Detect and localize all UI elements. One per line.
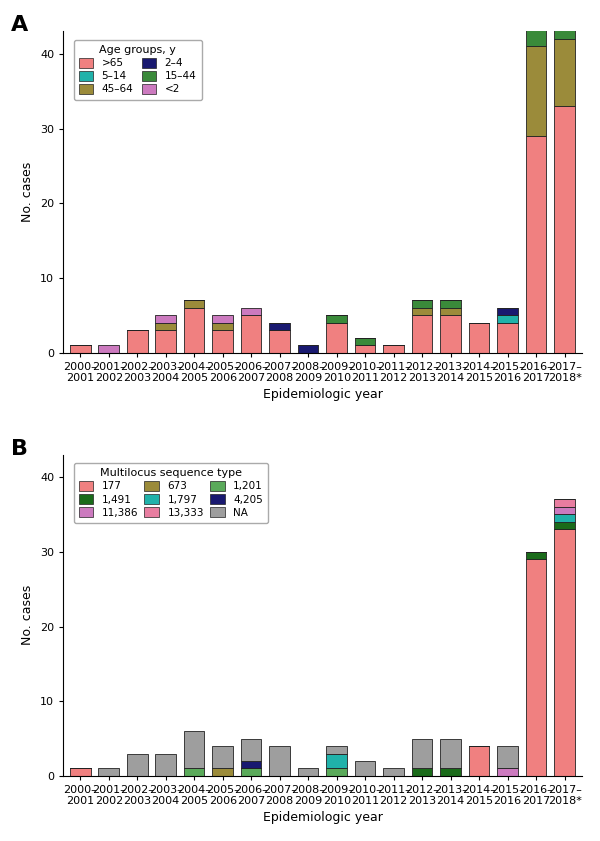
Bar bbox=[554, 106, 575, 352]
Bar bbox=[440, 769, 461, 776]
Bar bbox=[383, 345, 404, 352]
Bar bbox=[326, 769, 347, 776]
Bar bbox=[554, 529, 575, 776]
Bar bbox=[440, 315, 461, 352]
Bar bbox=[440, 738, 461, 769]
Bar bbox=[554, 39, 575, 106]
Bar bbox=[184, 769, 205, 776]
Bar bbox=[269, 323, 290, 331]
Bar bbox=[184, 308, 205, 352]
Bar bbox=[526, 0, 547, 2]
Bar bbox=[497, 769, 518, 776]
Bar bbox=[412, 308, 433, 315]
Bar bbox=[269, 746, 290, 776]
Bar bbox=[469, 746, 490, 776]
Bar bbox=[241, 769, 262, 776]
Bar bbox=[554, 507, 575, 515]
X-axis label: Epidemiologic year: Epidemiologic year bbox=[263, 388, 382, 401]
Bar bbox=[554, 17, 575, 39]
Bar bbox=[212, 746, 233, 769]
Bar bbox=[412, 300, 433, 308]
Bar bbox=[526, 46, 547, 136]
Bar bbox=[412, 738, 433, 769]
Bar bbox=[497, 315, 518, 323]
Bar bbox=[98, 345, 119, 352]
Bar bbox=[469, 323, 490, 352]
Bar bbox=[212, 315, 233, 323]
X-axis label: Epidemiologic year: Epidemiologic year bbox=[263, 812, 382, 824]
Bar bbox=[497, 746, 518, 769]
Legend: 177, 1,491, 11,386, 673, 1,797, 13,333, 1,201, 4,205, NA: 177, 1,491, 11,386, 673, 1,797, 13,333, … bbox=[74, 463, 268, 523]
Bar bbox=[155, 323, 176, 331]
Bar bbox=[212, 331, 233, 352]
Bar bbox=[70, 345, 91, 352]
Bar bbox=[326, 746, 347, 754]
Bar bbox=[497, 323, 518, 352]
Bar bbox=[184, 731, 205, 769]
Bar bbox=[383, 769, 404, 776]
Bar bbox=[412, 769, 433, 776]
Bar bbox=[554, 522, 575, 529]
Bar bbox=[127, 754, 148, 776]
Bar bbox=[326, 323, 347, 352]
Bar bbox=[241, 761, 262, 769]
Bar bbox=[298, 345, 319, 352]
Bar bbox=[212, 323, 233, 331]
Bar bbox=[212, 769, 233, 776]
Bar bbox=[526, 136, 547, 352]
Bar bbox=[155, 315, 176, 323]
Bar bbox=[355, 761, 376, 776]
Bar bbox=[355, 345, 376, 352]
Bar bbox=[526, 559, 547, 776]
Text: B: B bbox=[11, 439, 28, 458]
Bar bbox=[70, 769, 91, 776]
Bar bbox=[526, 552, 547, 559]
Bar bbox=[184, 300, 205, 308]
Y-axis label: No. cases: No. cases bbox=[22, 585, 34, 645]
Bar bbox=[554, 515, 575, 522]
Text: A: A bbox=[11, 15, 29, 35]
Bar bbox=[127, 331, 148, 352]
Bar bbox=[241, 308, 262, 315]
Bar bbox=[326, 754, 347, 769]
Bar bbox=[155, 331, 176, 352]
Y-axis label: No. cases: No. cases bbox=[22, 162, 34, 222]
Bar bbox=[326, 315, 347, 323]
Bar bbox=[497, 308, 518, 315]
Bar bbox=[98, 769, 119, 776]
Bar bbox=[554, 500, 575, 507]
Bar bbox=[269, 331, 290, 352]
Bar bbox=[440, 300, 461, 308]
Bar bbox=[241, 315, 262, 352]
Bar bbox=[241, 738, 262, 761]
Legend: >65, 5–14, 45–64, 2–4, 15–44, <2: >65, 5–14, 45–64, 2–4, 15–44, <2 bbox=[74, 40, 202, 100]
Bar bbox=[526, 2, 547, 46]
Bar bbox=[440, 308, 461, 315]
Bar bbox=[355, 338, 376, 345]
Bar bbox=[298, 769, 319, 776]
Bar bbox=[412, 315, 433, 352]
Bar bbox=[155, 754, 176, 776]
